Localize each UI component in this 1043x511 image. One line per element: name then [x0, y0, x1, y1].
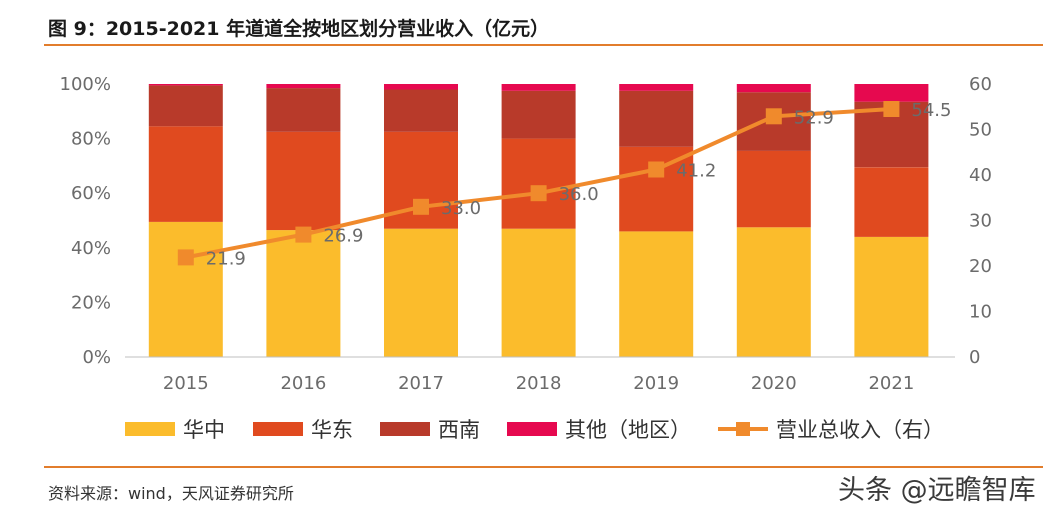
revenue-data-label: 21.9: [206, 248, 246, 269]
bar-2018-series-2: [501, 90, 576, 139]
revenue-point: [530, 185, 547, 202]
y-right-tick-label: 20: [969, 256, 992, 277]
bar-2021-series-0: [854, 236, 929, 357]
bar-2015-series-3: [148, 84, 223, 86]
line-layer: 21.9 26.9 33.0 36.0 41.2 52.9 54.5: [177, 100, 951, 269]
bar-2020-series-0: [736, 227, 811, 357]
bar-2021-series-3: [854, 84, 929, 102]
watermark: 头条 @远瞻智库: [838, 475, 1036, 506]
revenue-data-label: 41.2: [676, 161, 716, 182]
bar-2015-series-0: [148, 221, 223, 357]
y-right-tick-label: 10: [969, 302, 992, 323]
bar-2017-series-0: [384, 228, 458, 357]
y-right-tick-label: 30: [969, 211, 992, 232]
revenue-data-label: 33.0: [441, 198, 481, 219]
legend-label: 其他（地区）: [565, 418, 691, 442]
y-left-tick-label: 60%: [71, 183, 111, 204]
legend-label: 华中: [183, 418, 225, 442]
x-tick-label: 2019: [633, 373, 679, 394]
legend-swatch: [507, 422, 557, 436]
bar-2016-series-2: [266, 88, 341, 132]
bar-2017-series-3: [384, 84, 458, 90]
revenue-point: [765, 108, 782, 125]
x-tick-label: 2020: [751, 373, 797, 394]
revenue-data-label: 36.0: [559, 184, 599, 205]
revenue-point: [295, 226, 312, 243]
bar-2017-series-2: [384, 89, 458, 132]
legend-label: 西南: [438, 418, 480, 442]
revenue-data-label: 54.5: [911, 100, 951, 121]
chart-title: 图 9：2015-2021 年道道全按地区划分营业收入（亿元）: [48, 18, 550, 40]
bar-2020-series-1: [736, 150, 811, 228]
legend-label: 营业总收入（右）: [776, 418, 944, 442]
bar-2019-series-0: [619, 231, 694, 357]
y-right-tick-label: 60: [969, 74, 992, 95]
revenue-point: [177, 249, 194, 266]
legend: 华中 华东 西南 其他（地区） 营业总收入（右）: [125, 418, 944, 442]
bar-2020-series-3: [736, 84, 811, 93]
bar-2018-series-3: [501, 84, 576, 91]
x-tick-label: 2018: [516, 373, 562, 394]
bar-2021-series-1: [854, 167, 929, 237]
bar-2016-series-3: [266, 84, 341, 89]
bar-2016-series-1: [266, 131, 341, 231]
stacked-bar-line-chart: 0% 20% 40% 60% 80% 100% 0 10 20 30 40 50 60 2015 2016 2…: [60, 74, 992, 442]
y-right-tick-label: 40: [969, 165, 992, 186]
x-tick-label: 2021: [868, 373, 914, 394]
y-right-tick-label: 0: [969, 347, 980, 368]
x-tick-label: 2015: [163, 373, 209, 394]
revenue-data-label: 52.9: [794, 107, 834, 128]
y-right-tick-label: 50: [969, 120, 992, 141]
legend-swatch: [125, 422, 175, 436]
bar-2015-series-1: [148, 126, 223, 222]
y-left-tick-label: 40%: [71, 238, 111, 259]
y-left-tick-label: 20%: [71, 292, 111, 313]
footer-divider: [44, 466, 1043, 468]
bar-2019-series-2: [619, 90, 694, 147]
revenue-point: [413, 198, 429, 215]
axis-ticks: 0% 20% 40% 60% 80% 100% 0 10 20 30 40 50 60 2015 2016 2…: [60, 74, 992, 394]
revenue-point: [883, 101, 900, 117]
y-left-tick-label: 100%: [60, 74, 111, 95]
legend-swatch: [380, 422, 430, 436]
bar-2018-series-1: [501, 138, 576, 229]
bar-layer: [148, 84, 929, 357]
x-tick-label: 2016: [280, 373, 326, 394]
revenue-point: [648, 161, 665, 178]
bar-2019-series-1: [619, 146, 694, 232]
legend-label: 华东: [311, 418, 353, 442]
y-left-tick-label: 80%: [71, 129, 111, 150]
bar-2019-series-3: [619, 84, 694, 91]
legend-marker: [736, 422, 750, 436]
source-note: 资料来源：wind，天风证券研究所: [48, 484, 294, 503]
bar-2016-series-0: [266, 230, 341, 357]
title-divider: [44, 44, 1043, 46]
y-left-tick-label: 0%: [82, 347, 111, 368]
x-tick-label: 2017: [398, 373, 444, 394]
bar-2015-series-2: [148, 85, 223, 127]
legend-swatch: [253, 422, 303, 436]
bar-2018-series-0: [501, 228, 576, 357]
revenue-data-label: 26.9: [323, 226, 363, 247]
